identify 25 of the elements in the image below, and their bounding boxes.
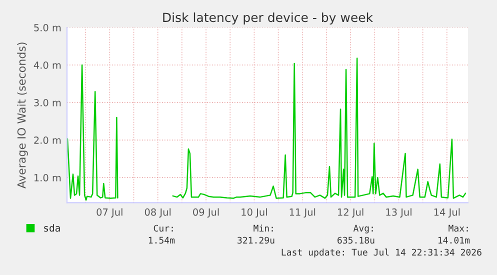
text: Min: <box>254 224 273 232</box>
chart-title: Disk latency per device - by week <box>163 12 374 25</box>
x-tick-label: 12 Jul <box>338 208 364 218</box>
legend-label: sda <box>44 224 60 232</box>
x-tick-label: 08 Jul <box>144 208 171 218</box>
y-tick-label: 2.0 m <box>34 136 61 144</box>
y-axis-title: Average IO Wait (seconds) <box>17 42 28 188</box>
text: Max: <box>448 224 468 232</box>
text: 1.54m <box>148 236 175 244</box>
x-tick-label: 09 Jul <box>193 208 219 218</box>
y-tick-label: 5.0 m <box>34 24 61 32</box>
text: 635.18u <box>338 236 374 244</box>
text: 14.01m <box>438 236 470 244</box>
x-tick-label: 10 Jul <box>242 208 267 218</box>
y-tick-label: 3.0 m <box>34 99 61 106</box>
text: Last update: Tue Jul 14 22:31:34 2026 <box>282 248 482 258</box>
text: Avg: <box>353 224 373 234</box>
x-tick-label: 11 Jul <box>290 208 316 218</box>
text: Cur: <box>154 224 173 232</box>
y-tick-label: 1.0 m <box>34 174 61 182</box>
y-tick-label: 4.0 m <box>34 61 61 69</box>
text: 321.29u <box>238 236 274 244</box>
x-tick-label: 14 Jul <box>434 208 460 218</box>
x-tick-label: 07 Jul <box>96 208 122 218</box>
x-tick-label: 13 Jul <box>386 208 412 218</box>
